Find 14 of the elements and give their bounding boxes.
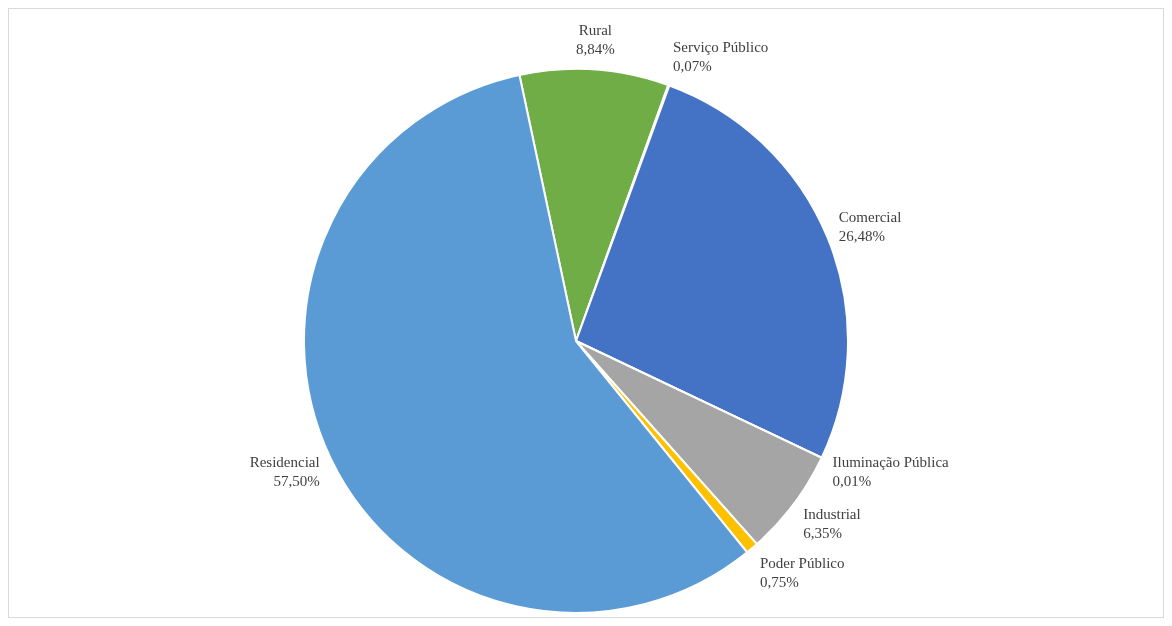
slice-label: Serviço Público: [672, 39, 769, 56]
data-label: 0,75%: [759, 573, 799, 590]
slice-label: Comercial: [838, 209, 902, 226]
data-label: 57,50%: [273, 473, 320, 490]
slice-label: Rural: [578, 21, 613, 38]
slice-label: Poder Público: [759, 554, 845, 571]
slice-label: Residencial: [249, 454, 320, 471]
data-label: 8,84%: [576, 40, 615, 57]
data-label: 0,01%: [832, 473, 872, 490]
data-label: 6,35%: [803, 524, 842, 541]
data-label: 26,48%: [838, 228, 886, 245]
slice-label: Iluminação Pública: [832, 454, 950, 471]
slice-label: Industrial: [803, 505, 861, 522]
data-label: 0,07%: [672, 58, 712, 75]
